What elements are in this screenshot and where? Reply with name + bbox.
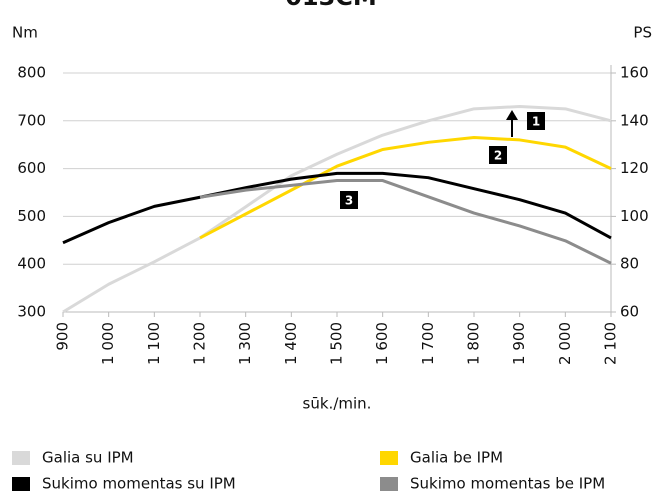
legend-label: Galia su IPM xyxy=(42,449,134,467)
y2-tick-label: 100 xyxy=(620,207,649,225)
y2-tick-label: 140 xyxy=(620,111,649,129)
x-tick-label: 1 600 xyxy=(373,322,391,365)
x-tick-label: 1 200 xyxy=(191,322,209,365)
annotation-label: 3 xyxy=(345,194,353,208)
legend-swatch xyxy=(12,451,30,465)
x-tick-label: 1 800 xyxy=(465,322,483,365)
y2-tick-label: 60 xyxy=(620,303,639,321)
legend-swatch xyxy=(12,477,30,491)
y-tick-label: 300 xyxy=(17,303,46,321)
x-tick-label: 1 500 xyxy=(328,322,346,365)
annotation-box xyxy=(340,191,358,209)
series-line xyxy=(62,104,612,314)
x-tick-label: 1 700 xyxy=(419,322,437,365)
legend-label: Galia be IPM xyxy=(410,449,503,467)
x-tick-label: 1 100 xyxy=(145,322,163,365)
legend-swatch xyxy=(380,451,398,465)
y-tick-label: 500 xyxy=(17,207,46,225)
y2-tick-label: 120 xyxy=(620,159,649,177)
legend-label: Sukimo momentas be IPM xyxy=(410,475,605,492)
y-tick-label: 400 xyxy=(17,255,46,273)
y-tick-label: 600 xyxy=(17,159,46,177)
chart-title: 013CM xyxy=(285,0,377,11)
legend-label: Sukimo momentas su IPM xyxy=(42,475,236,492)
annotation-label: 1 xyxy=(532,115,540,129)
y2-tick-label: 80 xyxy=(620,255,639,273)
annotation-box xyxy=(527,112,545,130)
series-line xyxy=(62,171,612,245)
y-tick-label: 700 xyxy=(17,111,46,129)
x-tick-label: 1 900 xyxy=(510,322,528,365)
x-axis-label: sūk./min. xyxy=(303,395,372,413)
x-tick-label: 1 400 xyxy=(282,322,300,365)
x-tick-label: 1 300 xyxy=(236,322,254,365)
y-axis-label: Nm xyxy=(12,24,38,42)
annotation-box xyxy=(489,146,507,164)
y-tick-label: 800 xyxy=(17,64,46,82)
series-line xyxy=(199,179,612,265)
x-tick-label: 2 000 xyxy=(556,322,574,365)
y2-tick-label: 160 xyxy=(620,64,649,82)
x-tick-label: 2 100 xyxy=(602,322,620,365)
x-tick-label: 900 xyxy=(54,322,72,351)
y2-axis-label: PS xyxy=(633,24,652,42)
arrow-head xyxy=(506,110,518,120)
series-line xyxy=(199,136,612,240)
legend-swatch xyxy=(380,477,398,491)
annotation-label: 2 xyxy=(494,149,502,163)
x-tick-label: 1 000 xyxy=(99,322,117,365)
